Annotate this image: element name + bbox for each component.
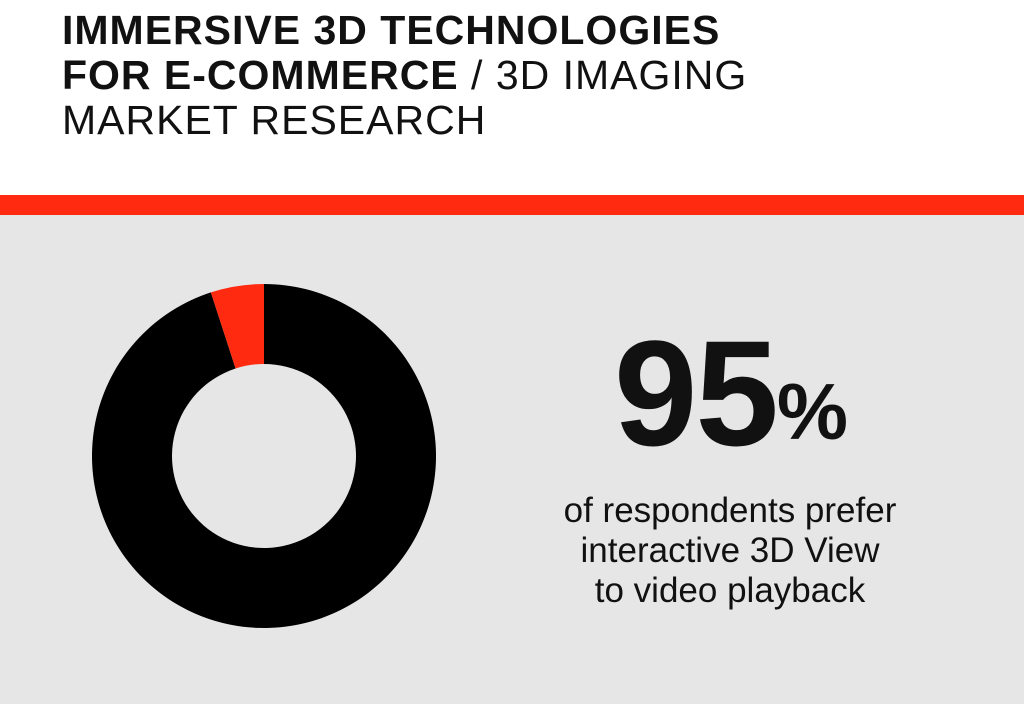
stat-caption-line-3: to video playback (594, 571, 866, 610)
title-line-2-bold: FOR E-COMMERCE (62, 52, 459, 98)
title-line-2: FOR E-COMMERCE / 3D IMAGING (62, 53, 1002, 98)
title-line-1: IMMERSIVE 3D TECHNOLOGIES (62, 7, 721, 53)
donut-slice-1 (210, 284, 264, 369)
title-line-3: MARKET RESEARCH (62, 97, 487, 143)
stat-percent-sign: % (776, 367, 848, 456)
title-line-2-light: / 3D IMAGING (458, 52, 748, 98)
stat-caption-line-2: interactive 3D View (580, 531, 880, 570)
stat-caption-line-1: of respondents prefer (563, 491, 897, 530)
stat-caption: of respondents prefer interactive 3D Vie… (500, 491, 960, 611)
stat-value: 95% (500, 318, 960, 487)
page-title: IMMERSIVE 3D TECHNOLOGIES FOR E-COMMERCE… (62, 8, 1002, 143)
donut-slice-0 (92, 284, 436, 628)
accent-bar (0, 195, 1024, 215)
donut-chart (92, 284, 436, 628)
stat-block: 95% of respondents prefer interactive 3D… (500, 318, 960, 611)
stat-number: 95 (614, 309, 779, 477)
